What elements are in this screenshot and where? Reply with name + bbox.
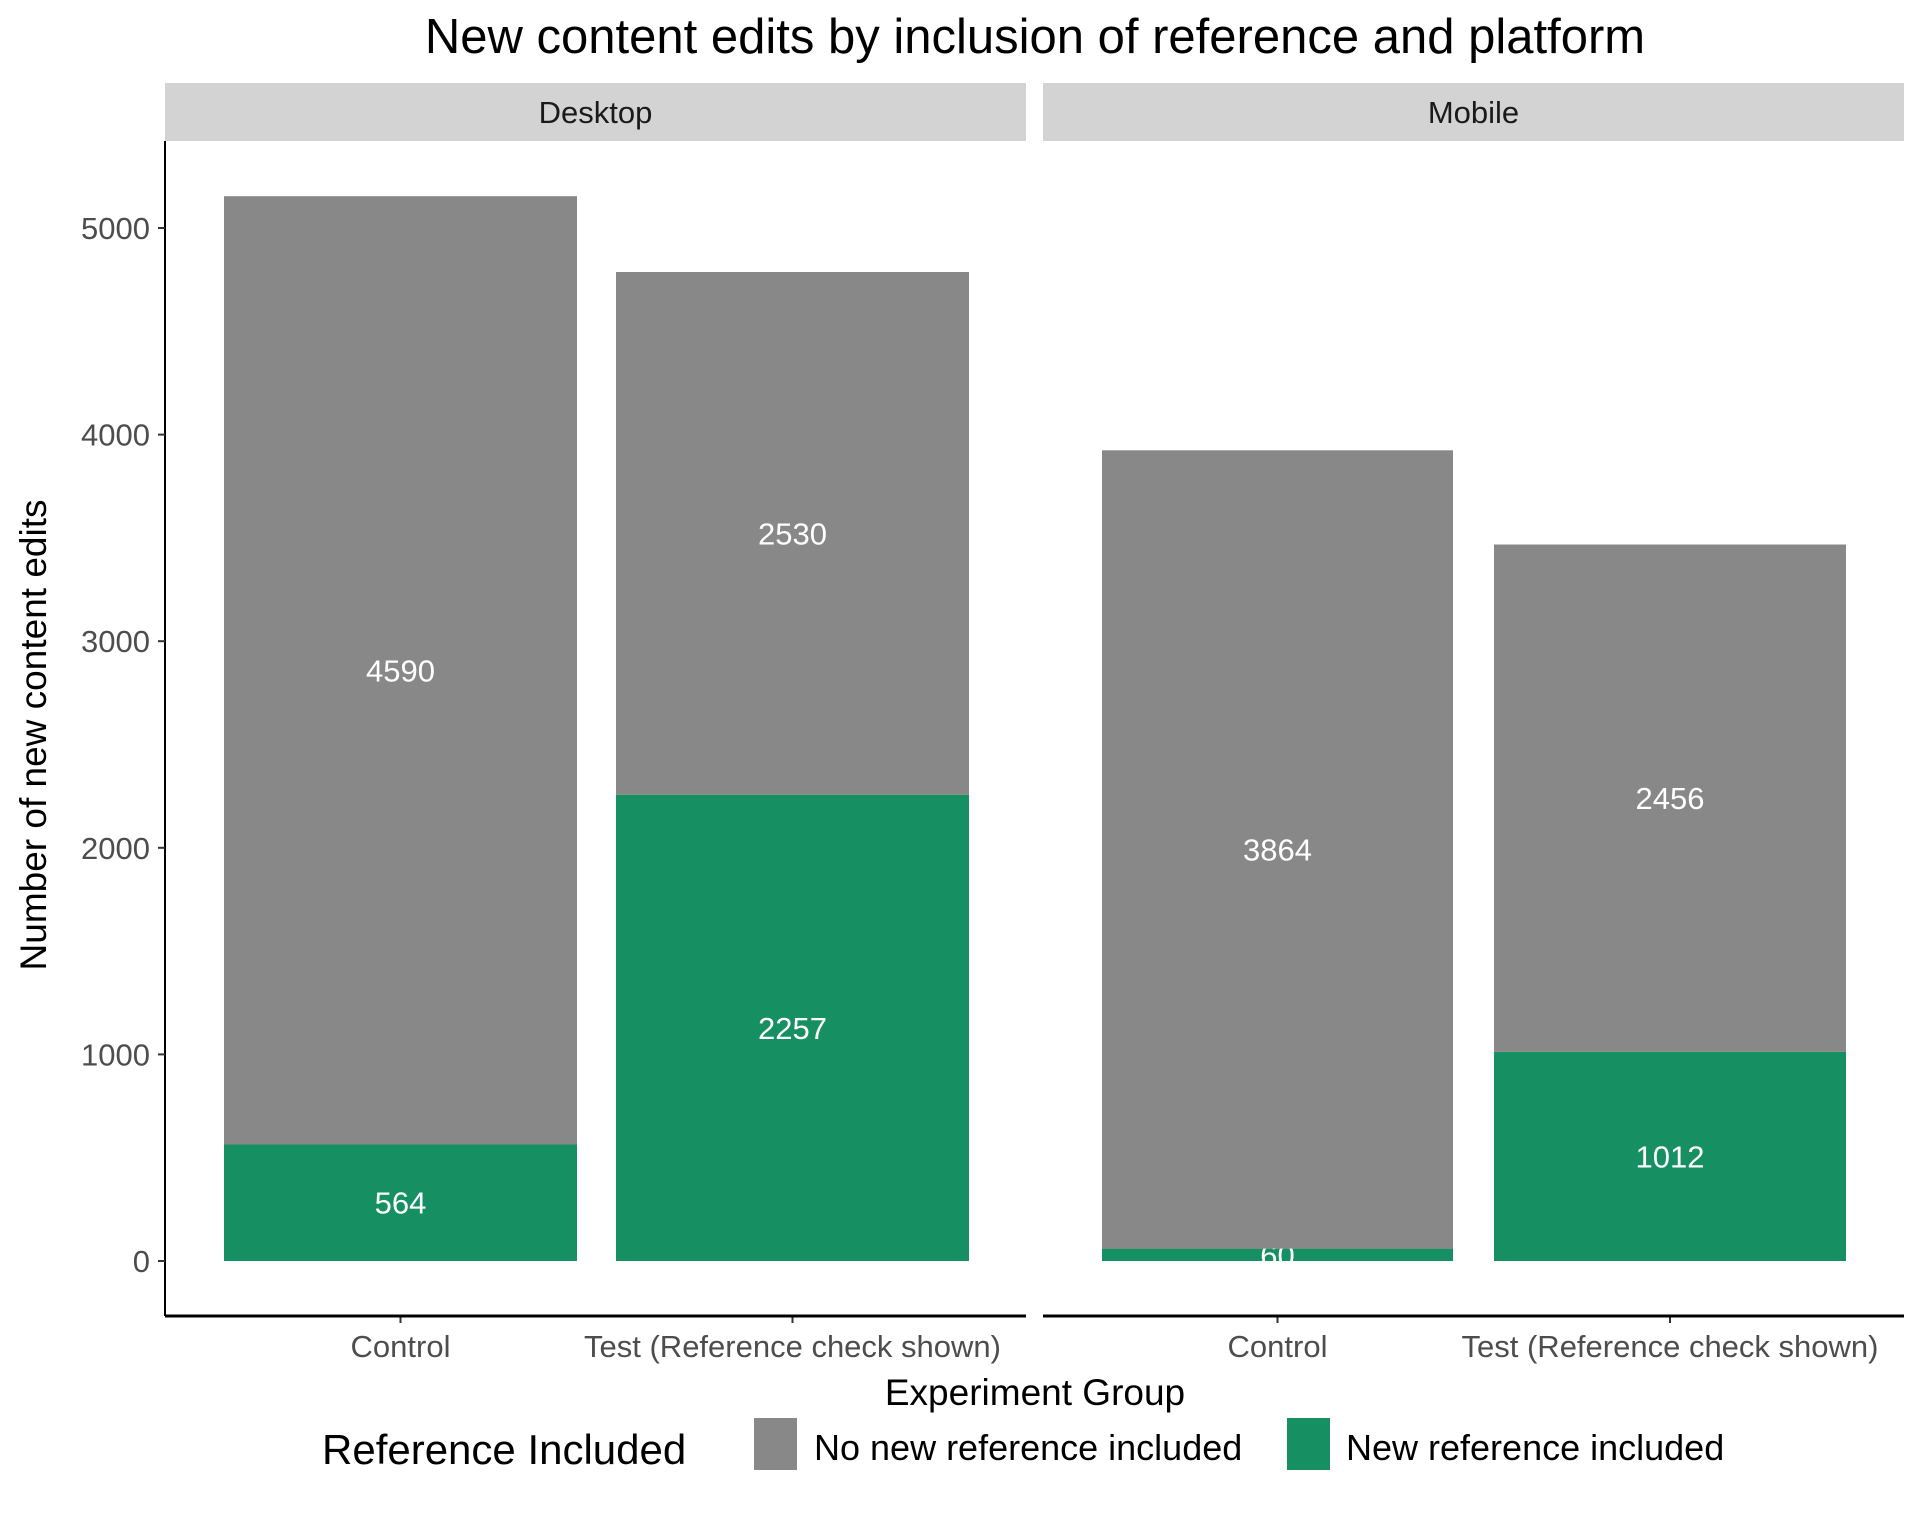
data-label: 564 xyxy=(375,1186,427,1221)
x-tick-label: Test (Reference check shown) xyxy=(584,1329,1001,1364)
legend: Reference Included No new reference incl… xyxy=(322,1418,1724,1473)
facet-strip xyxy=(1043,83,1904,141)
data-label: 2530 xyxy=(758,516,827,551)
bar-segment xyxy=(1102,1248,1453,1261)
bar-segment xyxy=(1102,450,1453,1249)
legend-key-no-new-reference xyxy=(754,1418,797,1470)
facet-strip xyxy=(165,83,1026,141)
legend-label-new-reference: New reference included xyxy=(1346,1427,1724,1468)
data-label: 3864 xyxy=(1243,832,1312,867)
y-tick-label: 2000 xyxy=(81,831,150,866)
data-label: 2257 xyxy=(758,1011,827,1046)
x-tick-label: Control xyxy=(1228,1329,1328,1364)
chart-title: New content edits by inclusion of refere… xyxy=(425,10,1645,64)
x-tick-label: Control xyxy=(351,1329,451,1364)
bar-segment xyxy=(224,196,577,1145)
legend-key-new-reference xyxy=(1287,1418,1330,1470)
y-tick-label: 1000 xyxy=(81,1037,150,1072)
bar-segment xyxy=(1494,1051,1846,1261)
facet-label: Mobile xyxy=(1428,95,1519,130)
bar-segment xyxy=(616,794,969,1261)
bar-segment xyxy=(616,272,969,795)
y-tick-label: 0 xyxy=(133,1244,150,1279)
bar-segment xyxy=(224,1144,577,1261)
facet-label: Desktop xyxy=(539,95,653,130)
panel-desktop: Desktop 564 4590 Control 2257 2530 Test (Refer… xyxy=(81,83,1026,1364)
bar-segment xyxy=(1494,544,1846,1052)
data-label: 4590 xyxy=(366,653,435,688)
y-tick-label: 4000 xyxy=(81,418,150,453)
y-tick-label: 5000 xyxy=(81,211,150,246)
data-label: 2456 xyxy=(1636,781,1705,816)
x-axis-title: Experiment Group xyxy=(885,1372,1185,1413)
x-tick-label: Test (Reference check shown) xyxy=(1462,1329,1879,1364)
legend-label-no-new-reference: No new reference included xyxy=(814,1427,1242,1468)
y-tick-label: 3000 xyxy=(81,624,150,659)
y-axis-title: Number of new content edits xyxy=(13,500,54,971)
data-label: 1012 xyxy=(1636,1139,1705,1174)
legend-title: Reference Included xyxy=(322,1426,686,1473)
